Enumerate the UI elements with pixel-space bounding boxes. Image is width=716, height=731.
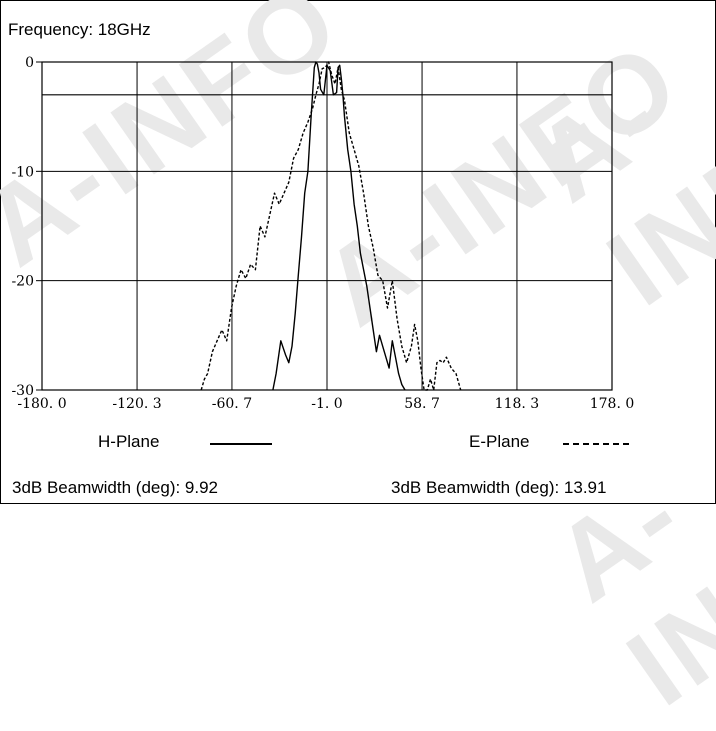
y-tick-label: -10 [11, 164, 34, 180]
series-line-h-plane [272, 61, 406, 391]
legend-h-plane-label: H-Plane [98, 432, 160, 451]
chart-frame [0, 0, 716, 504]
frequency-label: Frequency: 18GHz [8, 20, 151, 39]
legend-e-plane-swatch [563, 443, 629, 445]
x-tick-label: -1. 0 [311, 396, 342, 412]
x-tick-label: -120. 3 [112, 396, 161, 412]
e-plane-beamwidth: 3dB Beamwidth (deg): 13.91 [391, 478, 607, 497]
x-tick-label: 178. 0 [590, 396, 635, 412]
radiation-pattern-chart: -180. 0 -120. 3 -60. 7 -1. 0 58. 7 118. 3 178.… [11, 55, 635, 412]
y-tick-label: -20 [11, 274, 34, 290]
x-tick-label: -60. 7 [212, 396, 252, 412]
y-tick-label: 0 [25, 55, 34, 71]
x-tick-label: 118. 3 [495, 396, 540, 412]
x-tick-label: 58. 7 [404, 396, 440, 412]
x-tick-label: -180. 0 [17, 396, 66, 412]
series-line-e-plane [200, 61, 462, 391]
legend-h-plane-swatch [210, 443, 272, 445]
y-tick-label: -30 [11, 383, 34, 399]
legend-e-plane-label: E-Plane [469, 432, 530, 451]
h-plane-beamwidth: 3dB Beamwidth (deg): 9.92 [12, 478, 219, 497]
